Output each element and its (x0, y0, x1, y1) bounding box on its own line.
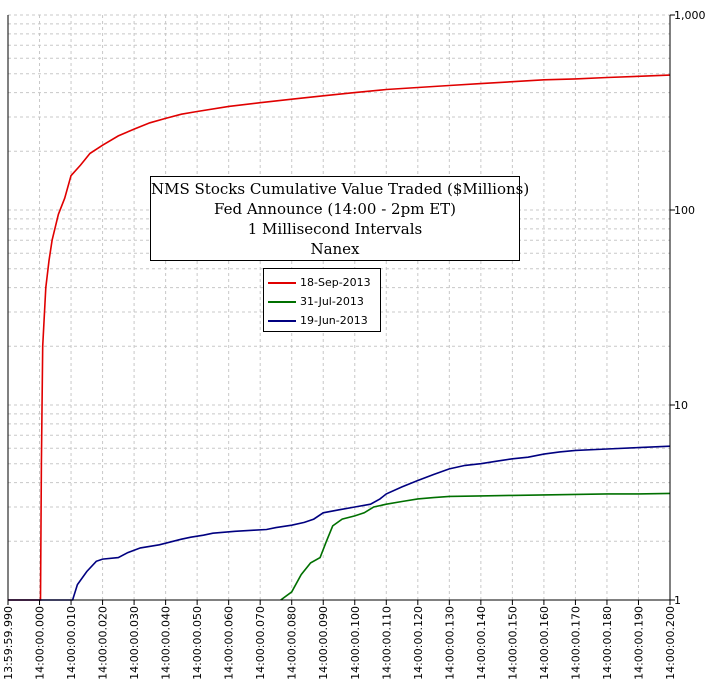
legend-label-series-1: 18-Sep-2013 (300, 276, 371, 289)
x-tick-label: 14:00:00.000 (34, 606, 47, 680)
x-tick-label: 14:00:00.040 (160, 606, 173, 680)
x-tick-label: 14:00:00.030 (128, 606, 141, 680)
x-tick-label: 13:59:59.990 (2, 606, 15, 680)
series-line-3 (8, 445, 671, 601)
legend-label-series-2: 31-Jul-2013 (300, 295, 364, 308)
chart-subtitle-line-2: 1 Millisecond Intervals (247, 220, 423, 238)
x-tick-label: 14:00:00.010 (65, 606, 78, 680)
chart-title: NMS Stocks Cumulative Value Traded ($Mil… (151, 180, 530, 198)
series-line-1 (8, 74, 671, 601)
x-tick-label: 14:00:00.180 (601, 606, 614, 680)
x-tick-label: 14:00:00.020 (97, 606, 110, 680)
legend: 18-Sep-2013 31-Jul-2013 19-Jun-2013 (263, 268, 381, 332)
chart-subtitle-line-3: Nanex (310, 240, 360, 258)
x-tick-label: 14:00:00.140 (475, 606, 488, 680)
chart-title-box: NMS Stocks Cumulative Value Traded ($Mil… (150, 176, 530, 261)
x-tick-label: 14:00:00.080 (286, 606, 299, 680)
legend-item-series-3: 19-Jun-2013 (264, 311, 380, 330)
chart-subtitle-line-1: Fed Announce (14:00 - 2pm ET) (213, 200, 456, 218)
x-tick-label: 14:00:00.090 (317, 606, 330, 680)
y-tick-label: 1,000 (674, 9, 706, 22)
y-tick-label: 10 (674, 399, 688, 412)
x-tick-label: 14:00:00.100 (349, 606, 362, 680)
x-tick-label: 14:00:00.060 (223, 606, 236, 680)
x-tick-label: 14:00:00.190 (632, 606, 645, 680)
series-layer (8, 74, 671, 601)
legend-swatch-series-2 (268, 300, 296, 303)
legend-label-series-3: 19-Jun-2013 (300, 314, 368, 327)
series-line-2 (280, 492, 671, 601)
legend-swatch-series-1 (268, 281, 296, 284)
x-tick-label: 14:00:00.170 (569, 606, 582, 680)
x-tick-label: 14:00:00.070 (254, 606, 267, 680)
x-tick-label: 14:00:00.050 (191, 606, 204, 680)
x-tick-label: 14:00:00.110 (380, 606, 393, 680)
y-tick-label: 1 (674, 594, 681, 607)
x-tick-label: 14:00:00.150 (506, 606, 519, 680)
x-tick-label: 14:00:00.120 (412, 606, 425, 680)
x-tick-label: 14:00:00.130 (443, 606, 456, 680)
legend-swatch-series-3 (268, 319, 296, 322)
legend-item-series-2: 31-Jul-2013 (264, 292, 380, 311)
axes: 1 10 100 1,000 13:59:59.990 14:00:00.000 14:00… (2, 9, 706, 680)
x-tick-label: 14:00:00.160 (538, 606, 551, 680)
y-tick-label: 100 (674, 204, 695, 217)
legend-item-series-1: 18-Sep-2013 (264, 273, 380, 292)
x-tick-label: 14:00:00.200 (664, 606, 677, 680)
